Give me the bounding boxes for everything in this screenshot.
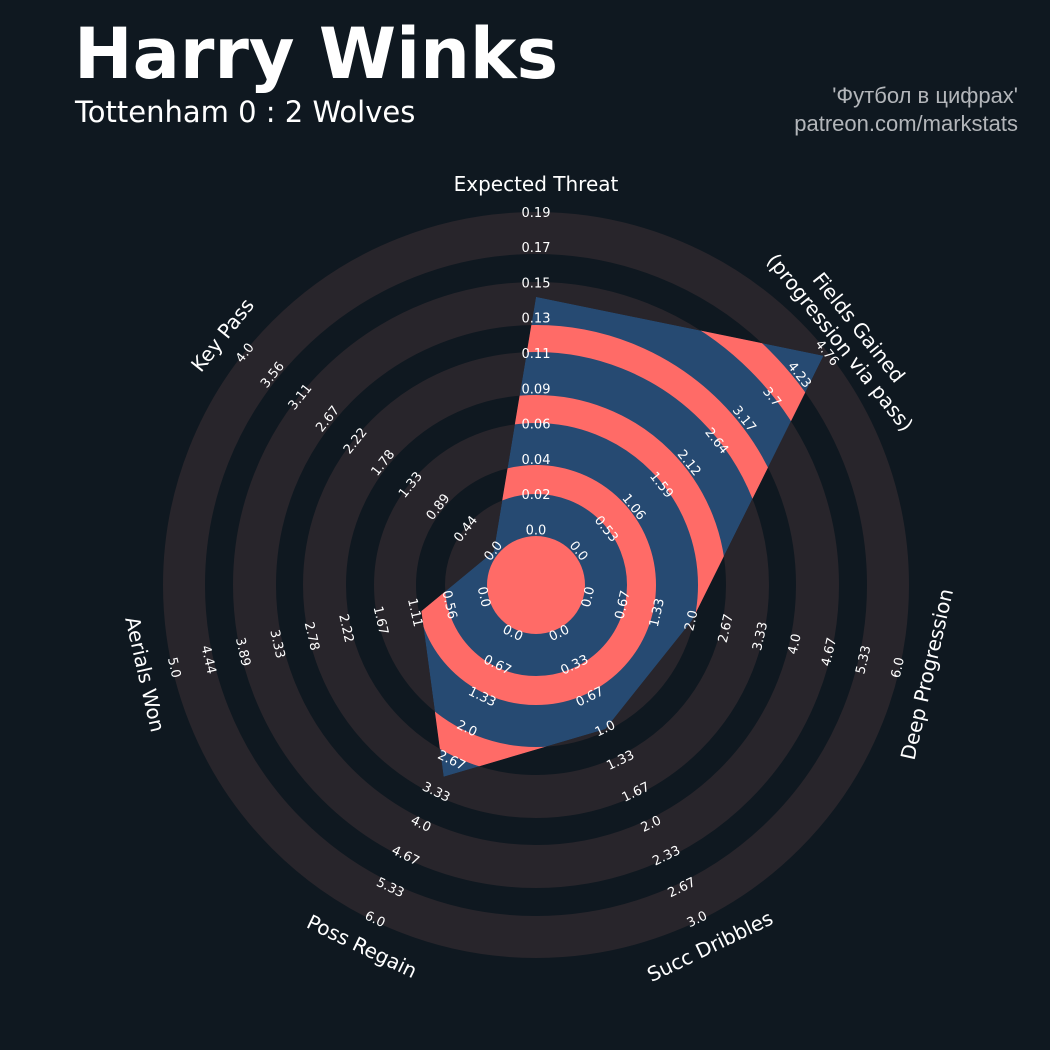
tick-label: 5.0 <box>164 656 183 680</box>
tick-label: 0.09 <box>522 382 551 397</box>
tick-label: 0.02 <box>522 488 551 503</box>
tick-label: 2.22 <box>335 613 356 645</box>
tick-label: 0.13 <box>522 312 551 327</box>
tick-label: 0.0 <box>474 585 493 609</box>
tick-label: 0.04 <box>522 453 551 468</box>
tick-label: 0.11 <box>522 347 551 362</box>
tick-label: 0.06 <box>522 418 551 433</box>
credit-line-1: 'Футбол в цифрах' <box>832 83 1018 108</box>
center-circle <box>487 536 585 634</box>
param-label: Expected Threat <box>454 172 619 196</box>
tick-label: 2.67 <box>716 613 737 645</box>
tick-label: 3.33 <box>750 621 771 653</box>
tick-label: 5.33 <box>853 644 874 676</box>
tick-label: 1.33 <box>647 597 668 629</box>
tick-label: 4.0 <box>786 632 805 656</box>
tick-label: 2.78 <box>301 621 322 653</box>
tick-label: 0.15 <box>522 276 551 291</box>
param-label-line: Aerials Won <box>120 614 170 734</box>
tick-label: 6.0 <box>889 656 908 680</box>
tick-label: 0.67 <box>613 589 634 621</box>
tick-label: 1.11 <box>404 597 425 629</box>
tick-label: 4.67 <box>819 636 840 668</box>
param-label: Aerials Won <box>120 614 170 734</box>
tick-label: 2.0 <box>682 609 701 633</box>
tick-label: 0.56 <box>438 589 459 621</box>
tick-label: 1.67 <box>370 605 391 637</box>
tick-label: 0.0 <box>579 585 598 609</box>
credit-line-2: patreon.com/markstats <box>794 111 1018 136</box>
tick-label: 0.0 <box>526 524 547 539</box>
tick-label: 3.33 <box>266 628 287 660</box>
tick-label: 0.19 <box>522 206 551 221</box>
tick-label: 4.44 <box>198 644 219 676</box>
player-name-title: Harry Winks <box>74 13 559 95</box>
match-subtitle: Tottenham 0 : 2 Wolves <box>75 95 416 129</box>
tick-label: 0.17 <box>522 241 551 256</box>
background-ring <box>163 212 909 958</box>
tick-label: 3.89 <box>232 636 253 668</box>
param-label-line: Expected Threat <box>454 172 619 196</box>
